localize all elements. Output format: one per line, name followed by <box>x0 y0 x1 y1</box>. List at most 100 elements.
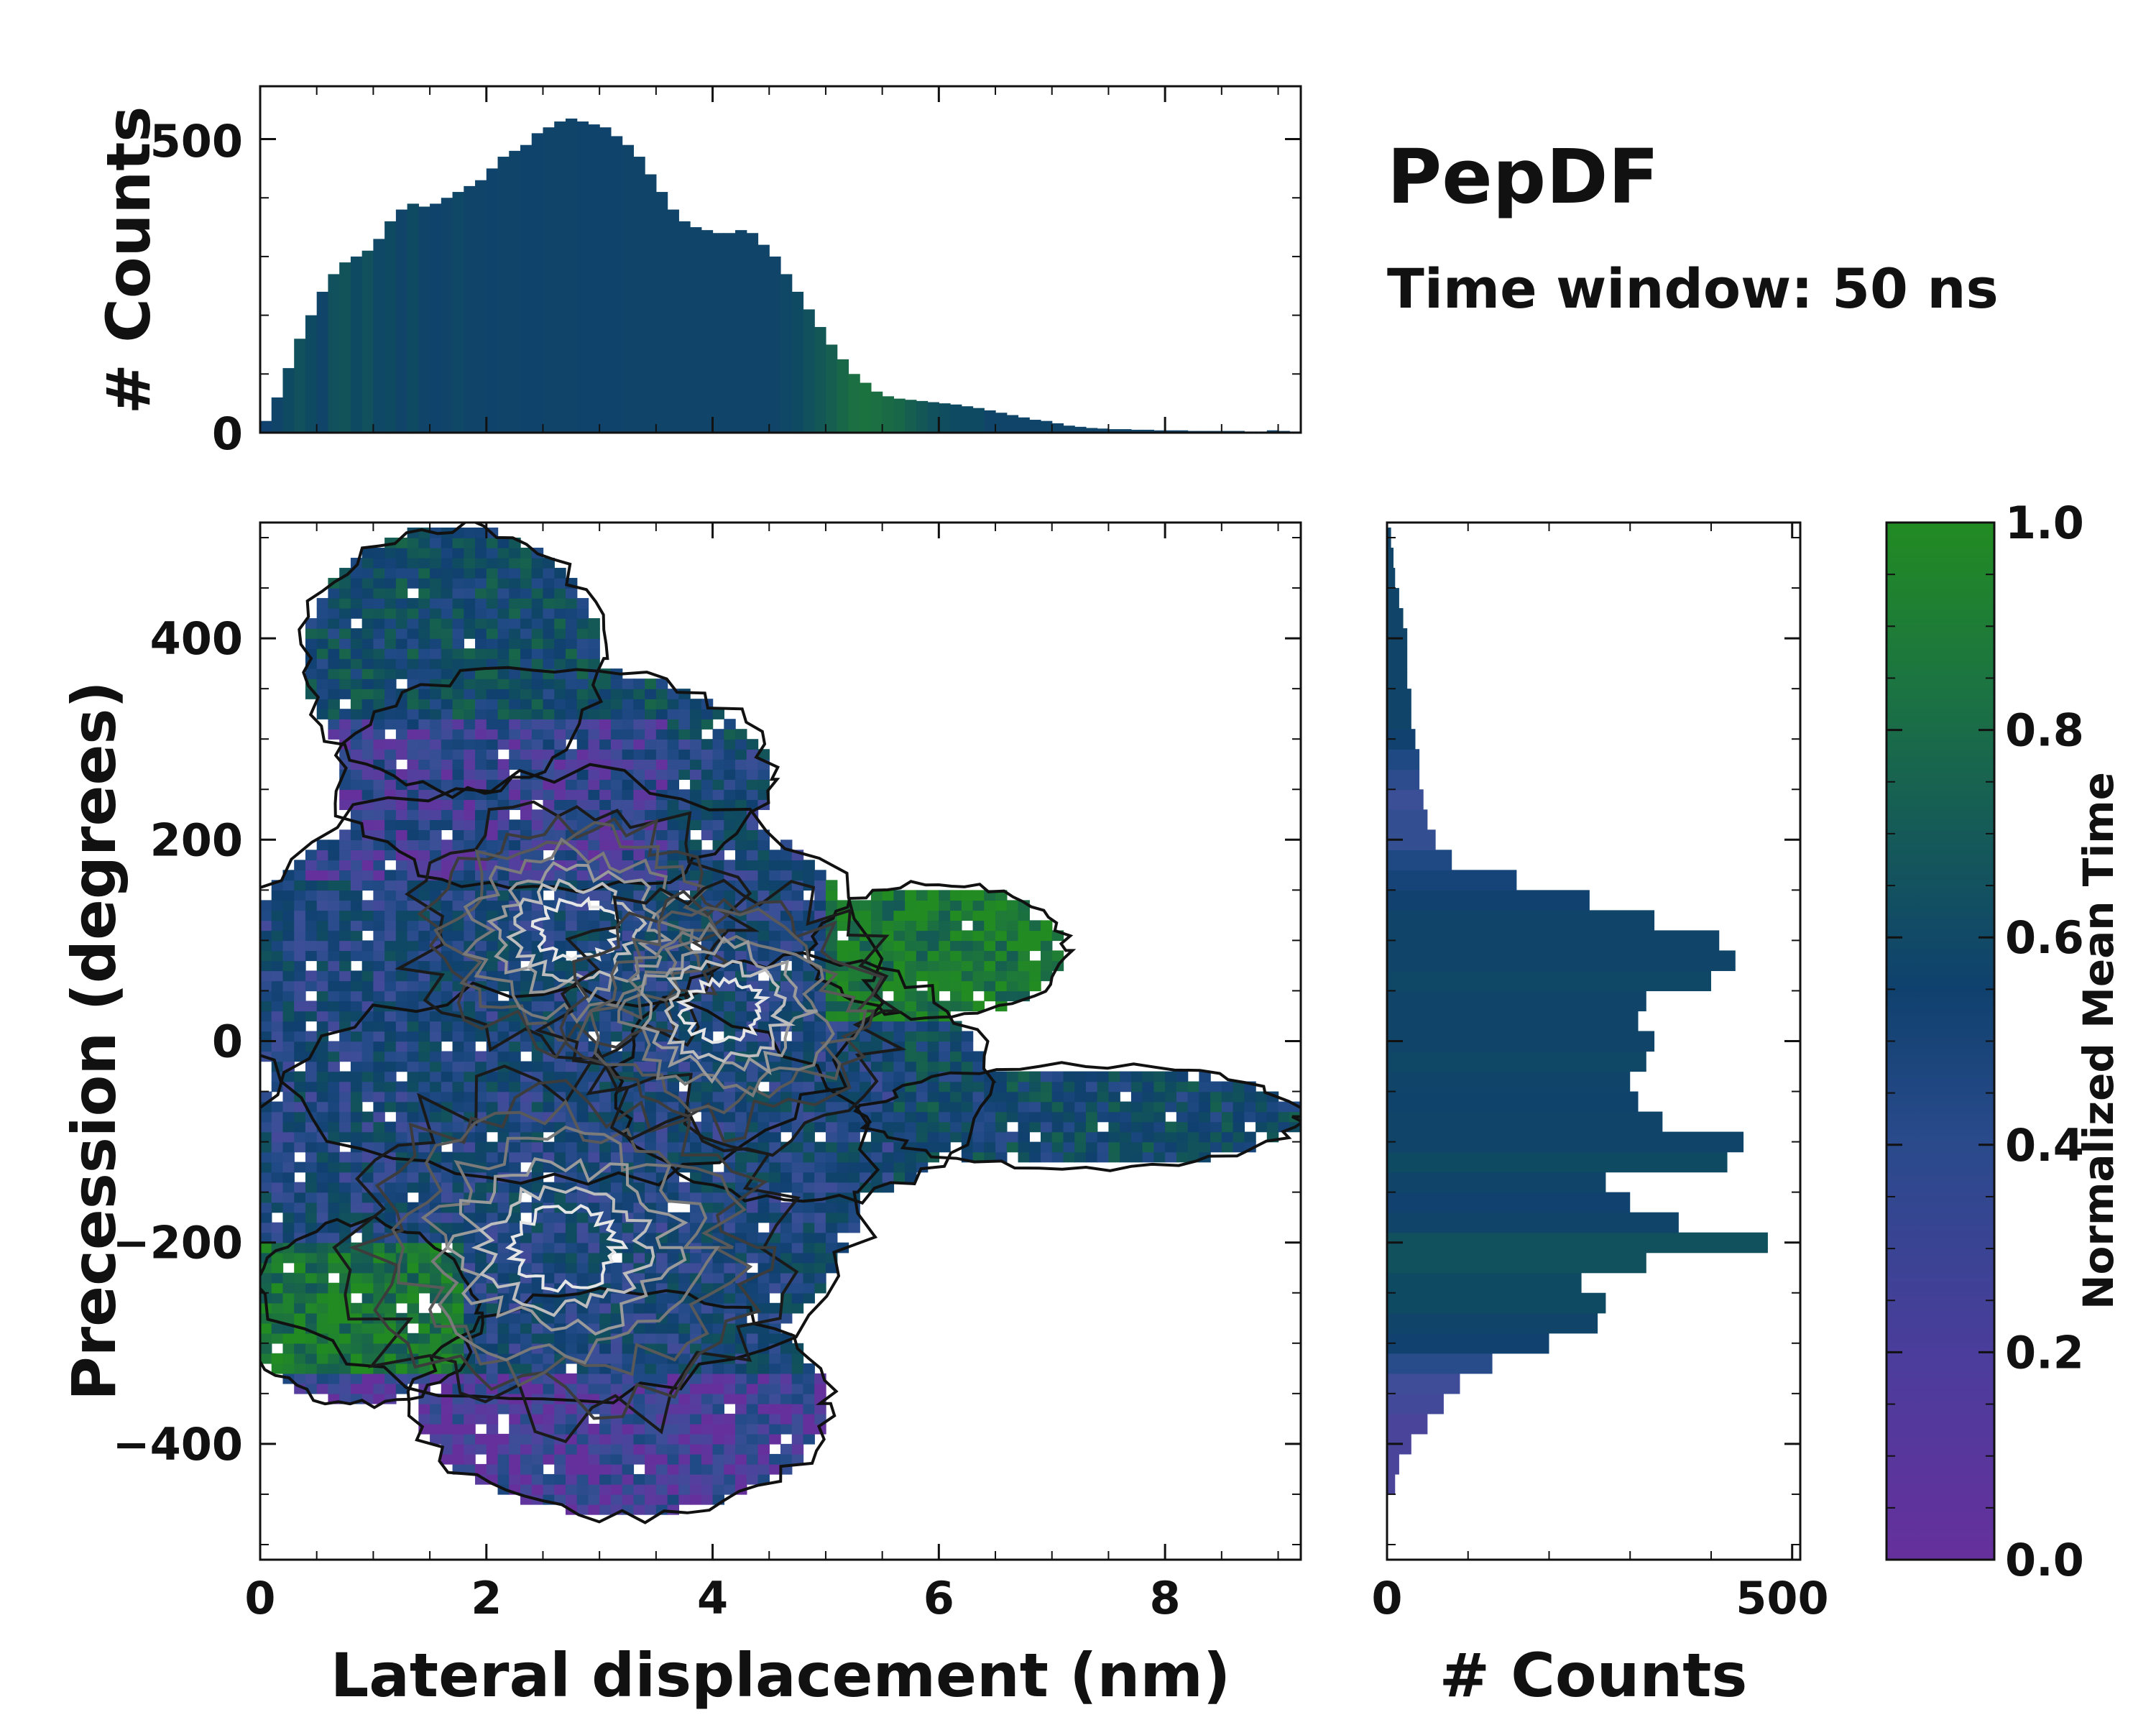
heatmap-cell <box>712 1041 725 1052</box>
heatmap-cell <box>282 1343 295 1354</box>
heatmap-cell <box>757 1141 770 1153</box>
heatmap-cell <box>712 819 725 830</box>
heatmap-cell <box>655 729 668 740</box>
heatmap-cell <box>1256 1111 1268 1123</box>
heatmap-cell <box>701 749 714 760</box>
heatmap-cell <box>361 1091 374 1103</box>
heatmap-cell <box>848 980 860 992</box>
heatmap-cell <box>475 558 487 569</box>
heatmap-cell <box>395 1061 408 1072</box>
main-ylabel: Precession (degrees) <box>59 681 129 1401</box>
heatmap-cell <box>271 890 284 901</box>
heatmap-cell <box>655 819 668 830</box>
heatmap-cell <box>1006 1071 1019 1082</box>
heatmap-cell <box>939 1081 951 1092</box>
heatmap-cell <box>384 970 397 982</box>
heatmap-cell <box>803 1262 815 1274</box>
heatmap-cell <box>1085 1081 1098 1092</box>
heatmap-cell <box>1278 1111 1290 1123</box>
heatmap-cell <box>916 1101 929 1113</box>
heatmap-cell <box>927 1121 940 1133</box>
heatmap-cell <box>361 689 374 699</box>
heatmap-cell <box>486 1242 499 1254</box>
heatmap-cell <box>441 628 453 639</box>
heatmap-cell <box>384 548 397 558</box>
heatmap-cell <box>407 809 420 820</box>
heatmap-cell <box>667 1081 680 1092</box>
heatmap-cell <box>271 1141 284 1153</box>
top-histogram-bar <box>486 168 499 433</box>
top-histogram-bar <box>724 233 736 433</box>
heatmap-cell <box>373 578 385 589</box>
heatmap-cell <box>350 1101 363 1113</box>
heatmap-cell <box>497 558 510 569</box>
heatmap-cell <box>825 1151 838 1163</box>
heatmap-cell <box>950 990 962 1002</box>
heatmap-cell <box>328 1282 340 1294</box>
heatmap-cell <box>328 1111 340 1123</box>
heatmap-cell <box>712 1484 725 1495</box>
heatmap-cell <box>803 1403 815 1414</box>
heatmap-cell <box>509 1212 521 1223</box>
heatmap-cell <box>1051 950 1064 962</box>
heatmap-cell <box>373 970 385 982</box>
heatmap-cell <box>339 890 351 901</box>
heatmap-cell <box>724 860 736 871</box>
heatmap-cell <box>430 990 442 1002</box>
heatmap-cell <box>950 1041 962 1052</box>
heatmap-cell <box>497 538 510 548</box>
top-histogram-bar <box>599 127 612 433</box>
heatmap-cell <box>384 779 397 790</box>
heatmap-cell <box>543 638 555 649</box>
heatmap-cell <box>407 930 420 942</box>
heatmap-cell <box>599 1463 612 1475</box>
heatmap-cell <box>645 678 657 689</box>
heatmap-cell <box>554 1413 566 1425</box>
top-ytick-label-500: 500 <box>150 115 243 167</box>
heatmap-cell <box>497 648 510 659</box>
right-histogram-bar <box>1387 809 1428 830</box>
heatmap-cell <box>588 658 600 669</box>
heatmap-cell <box>791 1443 804 1455</box>
heatmap-cell <box>667 689 680 699</box>
colorbar-tick-label: 1.0 <box>2005 497 2084 549</box>
heatmap-cell <box>939 960 951 972</box>
heatmap-cell <box>599 678 612 689</box>
heatmap-cell <box>260 1151 272 1163</box>
heatmap-cell <box>1006 970 1019 982</box>
heatmap-cell <box>395 1131 408 1143</box>
heatmap-cell <box>667 1292 680 1304</box>
heatmap-cell <box>328 890 340 901</box>
heatmap-cell <box>837 920 849 932</box>
heatmap-cell <box>893 1151 906 1163</box>
heatmap-cell <box>384 678 397 689</box>
heatmap-cell <box>543 658 555 669</box>
heatmap-cell <box>260 930 272 942</box>
heatmap-cell <box>418 809 430 820</box>
heatmap-cell <box>1029 970 1041 982</box>
heatmap-cell <box>701 1061 714 1072</box>
heatmap-cell <box>531 1162 544 1173</box>
heatmap-cell <box>441 689 453 699</box>
heatmap-cell <box>724 1091 736 1103</box>
heatmap-cell <box>950 1031 962 1042</box>
heatmap-cell <box>678 1413 691 1425</box>
right-xtick-label-500: 500 <box>1736 1572 1828 1624</box>
heatmap-cell <box>464 709 476 719</box>
heatmap-cell <box>690 1151 702 1163</box>
heatmap-cell <box>1041 1071 1053 1082</box>
heatmap-cell <box>667 829 680 841</box>
heatmap-cell <box>554 588 566 599</box>
heatmap-cell <box>610 1151 623 1163</box>
heatmap-cell <box>961 1051 974 1062</box>
heatmap-cell <box>1085 1151 1098 1163</box>
heatmap-cell <box>316 850 329 861</box>
heatmap-cell <box>475 1061 487 1072</box>
heatmap-cell <box>475 1151 487 1163</box>
heatmap-cell <box>1085 1071 1098 1082</box>
right-histogram-bar <box>1387 1051 1646 1072</box>
heatmap-cell <box>486 840 499 851</box>
heatmap-cell <box>984 940 996 952</box>
heatmap-cell <box>984 1101 996 1113</box>
heatmap-cell <box>803 1383 815 1394</box>
